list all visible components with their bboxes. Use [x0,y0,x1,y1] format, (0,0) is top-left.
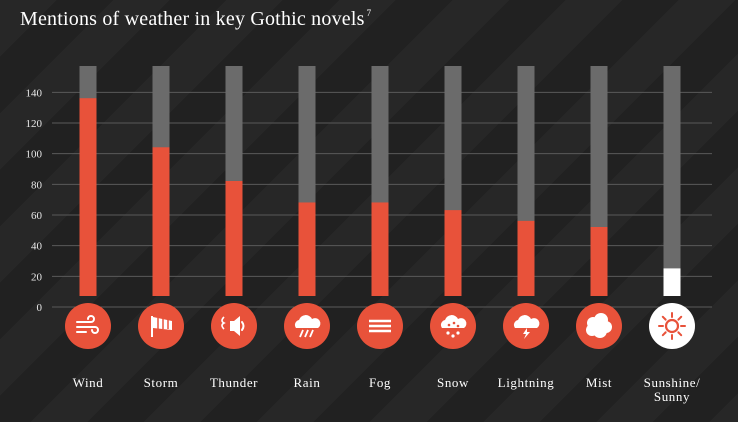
category-icons [65,303,695,349]
bar-snow [444,210,462,296]
category-label: Snow [437,375,469,390]
y-tick-label: 60 [31,210,43,222]
lightning-icon [503,303,549,349]
y-tick-label: 20 [31,271,43,283]
bar-wind [79,98,97,296]
category-label: Lightning [498,375,555,390]
bar-rain [298,202,316,296]
storm-flag-icon [138,303,184,349]
y-tick-label: 140 [26,87,43,99]
chart-title: Mentions of weather in key Gothic novels… [20,8,371,31]
y-tick-label: 120 [26,118,43,130]
thunder-icon [211,303,257,349]
bar-storm [152,147,170,296]
bar-lightning [517,220,535,296]
category-label: Fog [369,375,391,390]
chart-title-text: Mentions of weather in key Gothic novels [20,8,365,30]
category-label: Rain [294,375,321,390]
category-label: Thunder [210,375,258,390]
snow-icon [430,303,476,349]
wind-icon [65,303,111,349]
category-label: Wind [73,375,104,390]
y-axis: 0 20 40 60 80 100 120 140 [26,87,43,314]
y-tick-label: 0 [37,302,43,314]
category-label: Mist [586,375,612,390]
y-tick-label: 80 [31,179,43,191]
bars [79,66,681,296]
y-tick-label: 40 [31,241,43,253]
sun-icon [649,303,695,349]
bar-sunshine-sunny [663,268,681,296]
bar-thunder [225,181,243,296]
fog-icon [357,303,403,349]
category-labels: Wind Storm Thunder Rain Fog Snow Lightning Mist… [73,375,701,404]
title-footnote: 7 [366,8,372,18]
bar-track [663,66,681,296]
bar-mist [590,227,608,296]
y-tick-label: 100 [26,149,43,161]
bar-fog [371,202,389,296]
category-label: Sunshine/Sunny [644,375,701,404]
mist-icon [576,303,622,349]
category-label: Storm [144,375,179,390]
rain-icon [284,303,330,349]
